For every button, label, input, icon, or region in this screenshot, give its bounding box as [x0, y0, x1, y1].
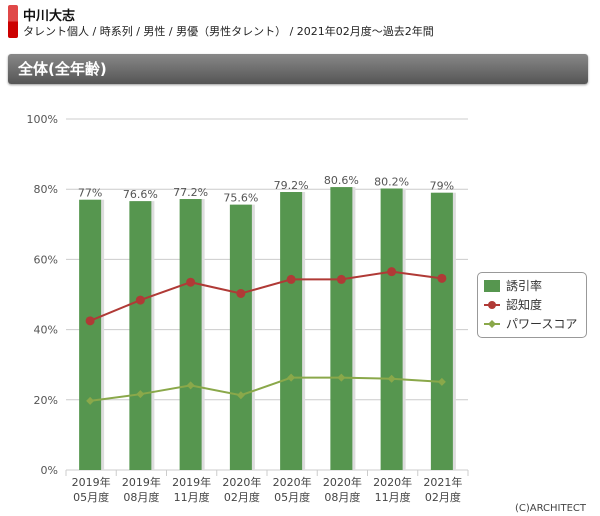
- line-point: [387, 267, 397, 277]
- x-tick-label: 11月度: [375, 490, 411, 504]
- legend-swatch-bar: [484, 279, 500, 292]
- y-tick-label: 60%: [34, 253, 58, 266]
- breadcrumb: タレント個人 / 時系列 / 男性 / 男優（男性タレント） / 2021年02…: [23, 25, 434, 38]
- legend-item-awareness[interactable]: 認知度: [484, 295, 580, 314]
- line-point: [437, 377, 446, 386]
- bar-data-label: 79.2%: [274, 179, 309, 192]
- legend: 誘引率 認知度 パワースコア: [477, 272, 587, 338]
- x-tick-label: 2019年: [72, 475, 111, 489]
- bar-data-label: 79%: [430, 180, 454, 193]
- legend-item-bar[interactable]: 誘引率: [484, 276, 580, 295]
- legend-label: パワースコア: [506, 317, 578, 331]
- line-point: [387, 374, 396, 383]
- bar: [380, 188, 403, 471]
- y-tick-label: 0%: [41, 464, 58, 477]
- bar: [430, 192, 453, 470]
- bar-data-label: 77.2%: [173, 186, 208, 199]
- bar: [179, 199, 202, 470]
- bar: [129, 201, 152, 470]
- x-tick-label: 05月度: [73, 490, 109, 504]
- legend-swatch-line-circle: [484, 300, 500, 309]
- y-tick-label: 80%: [34, 183, 58, 196]
- x-tick-label: 02月度: [425, 490, 461, 504]
- y-tick-label: 100%: [27, 113, 58, 126]
- x-tick-label: 08月度: [324, 490, 360, 504]
- legend-label: 誘引率: [506, 279, 543, 293]
- bar-data-label: 75.6%: [223, 192, 258, 205]
- line-point: [136, 390, 145, 399]
- line-point: [85, 316, 95, 326]
- bar: [229, 204, 252, 471]
- bar: [79, 199, 102, 471]
- line-point: [287, 373, 296, 382]
- x-tick-label: 08月度: [123, 490, 159, 504]
- line-point: [86, 396, 95, 405]
- line-point: [186, 277, 196, 287]
- x-tick-label: 2020年: [373, 475, 412, 489]
- line-point: [236, 288, 246, 298]
- bar-data-label: 76.6%: [123, 188, 158, 201]
- line-point: [236, 391, 245, 400]
- header-accent-bar: [8, 5, 18, 38]
- series-line: [89, 376, 442, 402]
- x-tick-label: 2020年: [323, 475, 362, 489]
- y-tick-label: 40%: [34, 324, 58, 337]
- bar: [280, 192, 303, 470]
- series-line: [89, 270, 443, 322]
- line-point: [437, 273, 447, 283]
- copyright: (C)ARCHITECT: [514, 503, 586, 514]
- legend-item-power[interactable]: パワースコア: [484, 314, 580, 333]
- bar: [330, 187, 353, 470]
- x-tick-label: 2021年: [423, 475, 462, 489]
- line-point: [135, 295, 145, 305]
- line-point: [186, 381, 195, 390]
- x-tick-label: 2020年: [222, 475, 261, 489]
- x-tick-label: 02月度: [224, 490, 260, 504]
- x-tick-label: 11月度: [174, 490, 210, 504]
- line-point: [336, 274, 346, 284]
- talent-name: 中川大志: [23, 9, 76, 24]
- y-tick-label: 20%: [34, 394, 58, 407]
- bar-data-label: 80.6%: [324, 174, 359, 187]
- legend-label: 認知度: [506, 298, 543, 312]
- x-tick-label: 2019年: [122, 475, 161, 489]
- x-tick-label: 2019年: [172, 475, 211, 489]
- bar-data-label: 80.2%: [374, 175, 409, 188]
- bar-data-label: 77%: [78, 187, 102, 200]
- x-tick-label: 05月度: [274, 490, 310, 504]
- line-point: [286, 274, 296, 284]
- line-point: [337, 373, 346, 382]
- legend-swatch-line-diamond: [484, 319, 500, 328]
- x-tick-label: 2020年: [273, 475, 312, 489]
- section-title: 全体(全年齢): [8, 54, 588, 84]
